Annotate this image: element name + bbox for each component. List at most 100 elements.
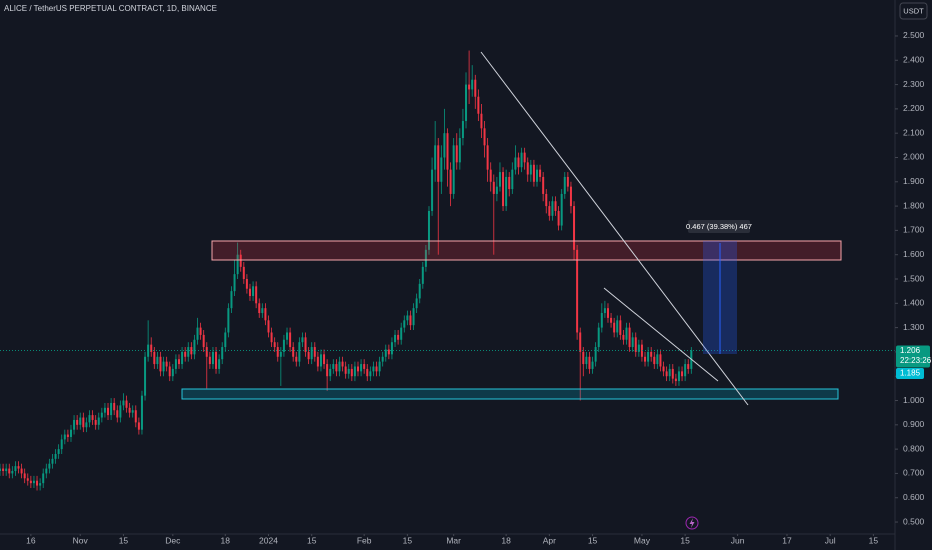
candle-body: [168, 366, 171, 377]
resistance-zone[interactable]: [211, 240, 842, 261]
candle-body: [319, 354, 322, 367]
candle-body: [569, 186, 572, 207]
candle-body: [267, 320, 270, 333]
candle-body: [677, 371, 680, 382]
candle-body: [674, 378, 677, 382]
candle-body: [137, 422, 140, 430]
candle-body: [88, 415, 91, 423]
candle-body: [517, 157, 520, 168]
y-tick-label: 1.600: [903, 249, 925, 259]
currency-button[interactable]: [899, 2, 928, 20]
x-tick-label: Jun: [731, 535, 745, 545]
candle-body: [656, 354, 659, 365]
candle-body: [458, 138, 461, 163]
candle-body: [390, 342, 393, 355]
x-tick-label: 2024: [259, 535, 278, 545]
candle-body: [187, 347, 190, 357]
candle-body: [520, 152, 523, 168]
candle-body: [116, 410, 119, 418]
candle-body: [514, 157, 517, 170]
x-tick-label: Nov: [73, 535, 89, 545]
candle-body: [394, 334, 397, 343]
candle-body: [165, 361, 168, 367]
candle-body: [76, 419, 79, 425]
candle-body: [409, 315, 412, 326]
measure-label-box: [688, 220, 750, 233]
y-tick-label: 2.200: [903, 103, 925, 113]
candle-body: [369, 371, 372, 377]
candle-body: [91, 415, 94, 420]
trend-line[interactable]: [603, 287, 719, 382]
candle-body: [529, 164, 532, 175]
y-tick-label: 1.700: [903, 225, 925, 235]
candle-body: [378, 361, 381, 372]
candle-body: [653, 356, 656, 365]
x-tick-label: 15: [119, 535, 129, 545]
candle-body: [329, 368, 332, 377]
candle-body: [631, 337, 634, 348]
candle-body: [295, 356, 298, 362]
candle-body: [162, 361, 165, 372]
candle-body: [576, 249, 579, 333]
candle-body: [245, 279, 248, 289]
candle-body: [60, 439, 63, 450]
candle-body: [255, 286, 258, 304]
candle-body: [681, 371, 684, 377]
candle-body: [193, 339, 196, 355]
candle-body: [434, 145, 437, 170]
candle-body: [535, 169, 539, 182]
candle-body: [594, 347, 597, 362]
candle-body: [242, 266, 245, 280]
candle-body: [548, 206, 551, 216]
candle-body: [270, 332, 273, 343]
candle-body: [363, 364, 366, 369]
candle-body: [344, 366, 347, 374]
candle-body: [356, 366, 360, 372]
candle-body: [32, 480, 35, 484]
candle-body: [85, 422, 88, 428]
y-tick-label: 2.000: [903, 152, 925, 162]
candle-body: [211, 351, 214, 365]
trend-line[interactable]: [480, 51, 749, 406]
candle-body: [606, 308, 609, 318]
events-icon[interactable]: [685, 516, 699, 530]
y-tick-label: 1.500: [903, 273, 925, 283]
support-zone[interactable]: [181, 388, 839, 400]
candle-body: [51, 458, 54, 464]
candle-body: [468, 84, 471, 90]
candle-body: [29, 480, 32, 484]
x-tick-label: Mar: [446, 535, 461, 545]
candle-body: [202, 334, 205, 348]
candle-body: [452, 145, 455, 194]
candle-body: [252, 286, 255, 297]
candle-body: [221, 347, 224, 360]
candle-body: [23, 473, 26, 479]
candle-body: [375, 366, 378, 372]
candle-body: [403, 320, 406, 328]
candle-body: [304, 337, 307, 352]
candle-body: [147, 344, 150, 357]
candle-body: [313, 347, 316, 357]
candle-body: [184, 351, 187, 357]
candle-body: [273, 342, 276, 348]
candle-body: [298, 342, 301, 362]
candle-body: [554, 201, 557, 211]
x-tick-label: 17: [782, 535, 792, 545]
candle-body: [248, 288, 251, 297]
candle-body: [301, 337, 304, 343]
candle-body: [20, 468, 23, 474]
candle-body: [199, 327, 202, 335]
candle-body: [323, 354, 326, 365]
candle-body: [310, 347, 313, 360]
candle-body: [208, 356, 211, 365]
candle-body: [366, 368, 369, 377]
candle-body: [668, 368, 671, 377]
candle-body: [446, 133, 449, 170]
candle-body: [483, 128, 486, 146]
y-tick-label: 2.400: [903, 55, 925, 65]
candle-body: [48, 463, 51, 469]
candle-body: [63, 434, 66, 440]
candle-body: [372, 366, 375, 372]
candle-body: [511, 169, 514, 190]
